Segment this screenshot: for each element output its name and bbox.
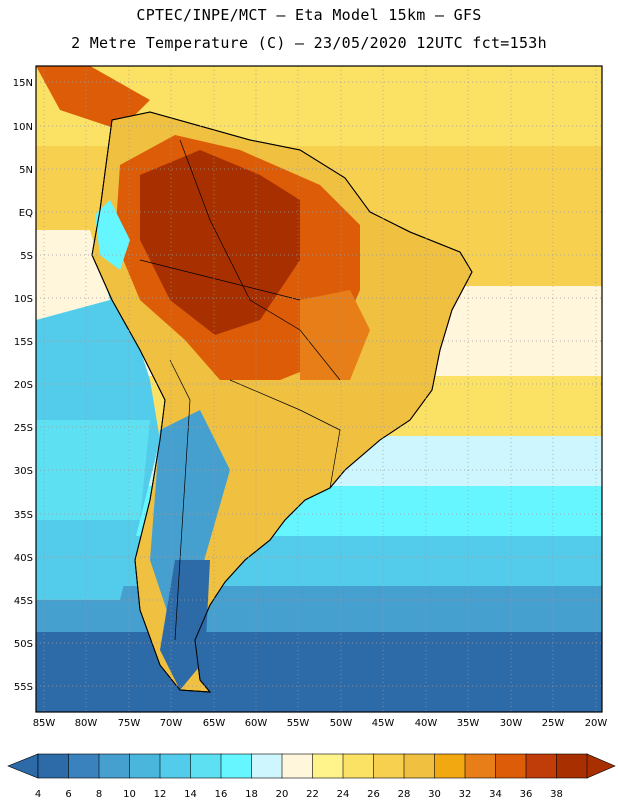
colorbar-swatch: [281, 753, 314, 779]
ocean-band-south-atlantic-5: [36, 632, 602, 712]
lon-label: 30W: [500, 718, 523, 729]
lon-label: 85W: [33, 718, 56, 729]
andes-cold-strip: [95, 200, 130, 270]
colorbar-swatch: [434, 753, 466, 779]
colorbar: 4 6 8 10 12 14 16 18 20 22 24 26 28 30 32 34 36 38: [7, 753, 616, 800]
map-title-line-1: CPTEC/INPE/MCT – Eta Model 15km – GFS: [136, 6, 482, 24]
colorbar-swatch: [68, 753, 100, 779]
lat-label: 15S: [14, 337, 33, 348]
colorbar-tick-label: 34: [489, 789, 502, 800]
colorbar-swatch: [159, 753, 192, 779]
colorbar-swatch: [220, 753, 253, 779]
colorbar-swatch: [525, 753, 558, 779]
lon-label: 60W: [245, 718, 268, 729]
colorbar-tick-label: 38: [550, 789, 563, 800]
lon-label: 20W: [585, 718, 608, 729]
lat-label: 30S: [14, 466, 33, 477]
lat-label: 5N: [19, 165, 33, 176]
colorbar-tick-label: 10: [123, 789, 136, 800]
lat-label: 5S: [20, 251, 33, 262]
colorbar-tick-label: 6: [65, 789, 71, 800]
lon-label: 70W: [160, 718, 183, 729]
lon-label: 80W: [75, 718, 98, 729]
lon-label: 40W: [415, 718, 438, 729]
map-frame: [35, 65, 603, 713]
lon-label: 65W: [203, 718, 226, 729]
land-temp-38: [140, 150, 300, 335]
lat-label: 15N: [13, 78, 33, 89]
latitude-labels: 15N 10N 5N EQ 5S 10S 15S 20S 25S 30S 35S…: [13, 78, 33, 693]
colorbar-tick-label: 26: [367, 789, 380, 800]
lon-label: 50W: [330, 718, 353, 729]
lat-label: 50S: [14, 639, 33, 650]
longitude-labels: 85W 80W 75W 70W 65W 60W 55W 50W 45W 40W …: [33, 718, 608, 729]
colorbar-swatch: [373, 753, 405, 779]
lon-label: 25W: [542, 718, 565, 729]
colorbar-tick-label: 16: [215, 789, 228, 800]
border-line-2: [139, 259, 301, 301]
colorbar-tick-label: 36: [520, 789, 533, 800]
lon-label: 55W: [287, 718, 310, 729]
lat-label: 10N: [13, 122, 33, 133]
colorbar-swatch: [495, 753, 527, 779]
colorbar-left-arrow: [7, 753, 39, 779]
colorbar-tick-label: 32: [459, 789, 472, 800]
colorbar-swatch: [403, 753, 436, 779]
lat-label: EQ: [19, 208, 33, 219]
colorbar-tick-label: 12: [154, 789, 167, 800]
colorbar-tick-label: 4: [35, 789, 41, 800]
colorbar-tick-label: 22: [306, 789, 319, 800]
colorbar-swatch: [190, 753, 222, 779]
colorbar-tick-label: 18: [245, 789, 258, 800]
colorbar-swatch: [251, 753, 283, 779]
colorbar-tick-label: 8: [96, 789, 102, 800]
colorbar-swatch: [464, 753, 497, 779]
lon-label: 45W: [372, 718, 395, 729]
colorbar-tick-label: 30: [428, 789, 441, 800]
border-line-4: [169, 359, 191, 641]
ocean-band-south-atlantic-4: [36, 586, 602, 632]
colorbar-tick-label: 28: [398, 789, 411, 800]
lat-label: 10S: [14, 294, 33, 305]
lon-label: 75W: [118, 718, 141, 729]
lat-label: 25S: [14, 423, 33, 434]
border-line-1: [179, 139, 341, 381]
lat-label: 35S: [14, 510, 33, 521]
colorbar-swatch: [312, 753, 344, 779]
colorbar-swatch: [342, 753, 375, 779]
lat-label: 45S: [14, 596, 33, 607]
colorbar-swatch: [37, 753, 70, 779]
colorbar-swatch: [129, 753, 161, 779]
coastline: [91, 111, 473, 693]
colorbar-right-arrow: [586, 753, 616, 779]
lat-label: 40S: [14, 553, 33, 564]
colorbar-tick-label: 24: [337, 789, 350, 800]
lat-label: 20S: [14, 380, 33, 391]
border-line-3: [229, 379, 341, 489]
lat-label: 55S: [14, 682, 33, 693]
pacific-equatorial-water: [36, 230, 110, 320]
colorbar-tick-label: 14: [184, 789, 197, 800]
land-temp-32: [300, 290, 370, 380]
map-title-line-2: 2 Metre Temperature (C) – 23/05/2020 12U…: [71, 34, 547, 52]
lon-label: 35W: [457, 718, 480, 729]
colorbar-tick-label: 20: [276, 789, 289, 800]
colorbar-swatch: [98, 753, 131, 779]
land-temp-8: [150, 410, 230, 620]
colorbar-swatch: [556, 753, 588, 779]
